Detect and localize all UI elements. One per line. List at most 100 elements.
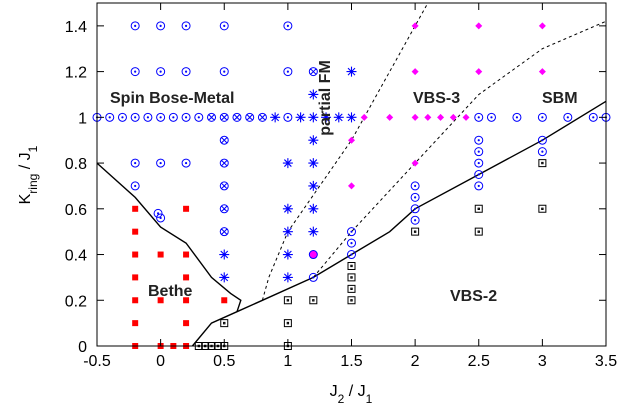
data-point	[183, 274, 190, 281]
x-tick-label: 2	[411, 353, 420, 370]
data-point	[283, 112, 293, 122]
data-point	[181, 67, 191, 77]
data-point	[308, 250, 318, 260]
y-axis-label: Kring / J1	[17, 145, 40, 204]
phase-boundary	[312, 20, 607, 278]
data-point	[474, 170, 484, 179]
x-tick-label: 1	[283, 353, 292, 370]
data-point	[333, 112, 344, 123]
data-point	[308, 67, 318, 77]
data-point	[181, 21, 191, 31]
data-point	[308, 158, 319, 169]
data-point	[410, 192, 420, 202]
data-point	[538, 22, 546, 30]
data-point	[220, 319, 229, 328]
x-axis-label-part: 2	[338, 392, 345, 406]
data-point	[437, 113, 445, 121]
phase-boundary	[191, 100, 607, 347]
data-point	[183, 205, 190, 212]
data-point	[283, 67, 293, 77]
data-point	[219, 158, 229, 168]
y-tick-label: 1.4	[65, 19, 87, 36]
y-tick-label: 1.2	[65, 65, 87, 82]
data-point	[156, 112, 166, 122]
data-point	[219, 272, 230, 283]
data-point	[308, 226, 319, 237]
data-point	[219, 249, 230, 260]
data-point	[347, 227, 357, 237]
data-point	[181, 112, 191, 122]
data-point	[219, 181, 229, 191]
phase-label: partial FM	[317, 60, 334, 136]
data-point	[132, 320, 139, 327]
data-point	[348, 136, 355, 144]
data-point	[347, 261, 356, 270]
data-point	[283, 296, 292, 305]
data-point	[130, 158, 140, 168]
data-point	[486, 112, 496, 122]
data-point	[588, 112, 598, 122]
data-point	[411, 22, 419, 30]
data-point	[348, 182, 355, 190]
y-tick-label: 0.6	[65, 202, 87, 219]
data-point	[132, 228, 139, 235]
data-point	[475, 68, 483, 76]
data-point	[538, 159, 547, 168]
x-axis-label-part: / J	[344, 383, 365, 400]
y-tick-label: 0.4	[65, 248, 87, 265]
data-point	[424, 113, 432, 121]
phase-label: SBM	[542, 90, 578, 107]
data-point	[360, 113, 368, 121]
phase-label: Spin Bose-Metal	[110, 90, 234, 107]
data-point	[153, 208, 163, 218]
x-tick-label: -0.5	[83, 353, 111, 370]
data-point	[181, 158, 191, 168]
data-point	[347, 296, 356, 305]
y-tick-label: 0.2	[65, 293, 87, 310]
data-point	[130, 181, 140, 191]
x-tick-label: 3	[538, 353, 547, 370]
data-point	[282, 226, 293, 237]
y-axis-label-part: / J	[17, 152, 34, 173]
data-point	[156, 158, 166, 168]
x-tick-label: 0.5	[213, 353, 235, 370]
data-point	[130, 112, 140, 122]
data-point	[183, 320, 190, 327]
x-tick-label: 2.5	[468, 353, 490, 370]
data-point	[130, 21, 140, 31]
data-point	[282, 272, 293, 283]
data-point	[474, 181, 484, 191]
data-point	[132, 274, 139, 281]
x-axis-label-part: 1	[366, 392, 373, 406]
data-point	[474, 204, 483, 213]
x-tick-label: 3.5	[595, 353, 617, 370]
x-axis-label: J2 / J1	[330, 383, 373, 406]
data-point	[283, 21, 293, 31]
data-point	[183, 297, 190, 304]
data-point	[411, 113, 419, 121]
y-tick-label: 1	[78, 110, 87, 127]
data-point	[538, 68, 546, 76]
data-point	[157, 297, 164, 304]
data-point	[474, 112, 484, 122]
data-point	[207, 112, 217, 122]
data-point	[282, 158, 293, 169]
data-point	[347, 250, 357, 260]
data-point	[132, 205, 139, 212]
phase-label: Bethe	[148, 283, 193, 300]
data-point	[168, 112, 178, 122]
phase-label: VBS-3	[413, 90, 460, 107]
data-point	[308, 135, 319, 146]
data-point	[474, 227, 483, 236]
data-point	[411, 227, 420, 236]
data-point	[308, 203, 319, 214]
data-point	[132, 297, 139, 304]
data-point	[321, 112, 332, 123]
data-point	[410, 181, 420, 191]
data-point	[105, 112, 115, 122]
data-point	[475, 22, 483, 30]
phase-boundary	[261, 2, 429, 301]
data-point	[308, 180, 319, 191]
data-point	[219, 227, 229, 237]
